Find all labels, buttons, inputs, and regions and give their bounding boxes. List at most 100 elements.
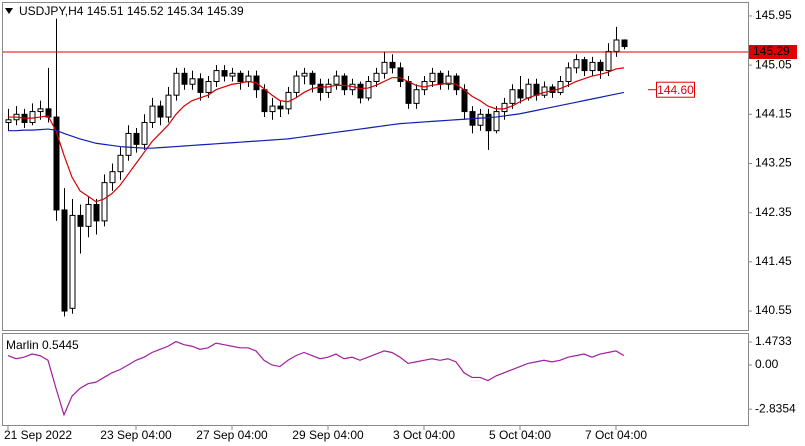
- candle-body: [429, 72, 436, 83]
- candle-body: [317, 83, 324, 93]
- candle-body: [445, 75, 452, 85]
- candle-body: [85, 203, 92, 227]
- moving-average: [8, 67, 625, 203]
- x-tick-label: 7 Oct 04:00: [585, 428, 647, 442]
- marker-box: [656, 81, 695, 98]
- candle-body: [133, 132, 140, 145]
- x-tick-label: 29 Sep 04:00: [292, 428, 364, 442]
- x-tick-label: 23 Sep 04:00: [100, 428, 172, 442]
- candle-body: [533, 83, 540, 96]
- y-tick-label: 142.35: [755, 205, 792, 219]
- candle-body: [397, 67, 404, 83]
- candle-body: [29, 111, 36, 124]
- y-tick-label: 140.55: [755, 303, 792, 317]
- candle-body: [61, 209, 68, 312]
- y-tick-label: 144.15: [755, 106, 792, 120]
- candle-body: [101, 182, 108, 222]
- candle-body: [293, 75, 300, 93]
- oscillator-line: [7, 340, 625, 417]
- candle-body: [589, 61, 596, 72]
- candle-body: [93, 203, 100, 222]
- chart-title: USDJPY,H4 145.51 145.52 145.34 145.39: [19, 4, 244, 18]
- candle-body: [37, 108, 44, 113]
- candle-body: [261, 89, 268, 113]
- y-tick-label: 145.95: [755, 8, 792, 22]
- candle-body: [245, 75, 252, 83]
- candle-body: [613, 39, 620, 52]
- candle-body: [517, 89, 524, 99]
- candle-body: [565, 67, 572, 83]
- price-label-box: [749, 45, 797, 60]
- candle-body: [525, 83, 532, 99]
- candle-body: [341, 75, 348, 91]
- candle-body: [221, 70, 228, 77]
- candle-body: [365, 81, 372, 99]
- candle-body: [309, 72, 316, 85]
- y-tick-label: 141.45: [755, 254, 792, 268]
- candle-body: [205, 81, 212, 93]
- candle-body: [405, 81, 412, 104]
- candle-body: [117, 154, 124, 173]
- candle-body: [621, 39, 628, 48]
- candle-body: [5, 119, 12, 124]
- candle-body: [597, 61, 604, 72]
- candle-body: [173, 72, 180, 96]
- candle-body: [493, 111, 500, 132]
- candle-body: [165, 94, 172, 118]
- candle-body: [149, 105, 156, 124]
- candle-body: [189, 78, 196, 85]
- x-tick-label: 3 Oct 04:00: [393, 428, 455, 442]
- x-tick-label: 21 Sep 2022: [4, 428, 72, 442]
- x-tick-label: 27 Sep 04:00: [196, 428, 268, 442]
- candle-body: [141, 122, 148, 145]
- oscillator-panel: [2, 333, 749, 426]
- candle-body: [413, 89, 420, 104]
- candle-body: [485, 113, 492, 132]
- candle-body: [77, 214, 84, 227]
- candle-body: [157, 105, 164, 118]
- candle-body: [109, 171, 116, 184]
- candle-body: [269, 105, 276, 113]
- candle-body: [301, 72, 308, 77]
- candle-body: [541, 86, 548, 96]
- candle-body: [453, 75, 460, 91]
- candle-body: [437, 72, 444, 85]
- candle-body: [389, 61, 396, 69]
- candle-body: [325, 83, 332, 93]
- candle-body: [197, 78, 204, 93]
- candle-body: [333, 75, 340, 85]
- candle-body: [605, 50, 612, 72]
- marker-label: 144.60: [657, 83, 694, 97]
- candle-body: [461, 89, 468, 113]
- oscillator-title: Marlin 0.5445: [6, 338, 79, 352]
- candle-body: [125, 132, 132, 156]
- main-panel: [2, 2, 749, 331]
- candle-body: [277, 105, 284, 110]
- candle-body: [373, 72, 380, 83]
- candle-body: [381, 61, 388, 74]
- candle-body: [53, 116, 60, 211]
- candle-body: [213, 70, 220, 83]
- moving-average: [8, 91, 625, 149]
- candle-body: [357, 83, 364, 99]
- y-tick-label: -2.8354: [755, 401, 796, 415]
- price-label: 145.29: [753, 44, 790, 58]
- y-tick-label: 145.05: [755, 57, 792, 71]
- candle-body: [477, 113, 484, 126]
- y-tick-label: 0.00: [755, 357, 779, 371]
- candle-body: [69, 214, 76, 309]
- candle-body: [573, 59, 580, 69]
- candle-body: [581, 59, 588, 72]
- candle-body: [237, 72, 244, 83]
- x-tick-label: 5 Oct 04:00: [489, 428, 551, 442]
- candle-body: [229, 72, 236, 77]
- collapse-icon[interactable]: [5, 8, 13, 14]
- candle-body: [421, 81, 428, 91]
- y-tick-label: 1.4733: [755, 334, 792, 348]
- y-tick-label: 143.25: [755, 156, 792, 170]
- candle-body: [557, 81, 564, 93]
- candle-body: [509, 89, 516, 104]
- candle-body: [181, 72, 188, 85]
